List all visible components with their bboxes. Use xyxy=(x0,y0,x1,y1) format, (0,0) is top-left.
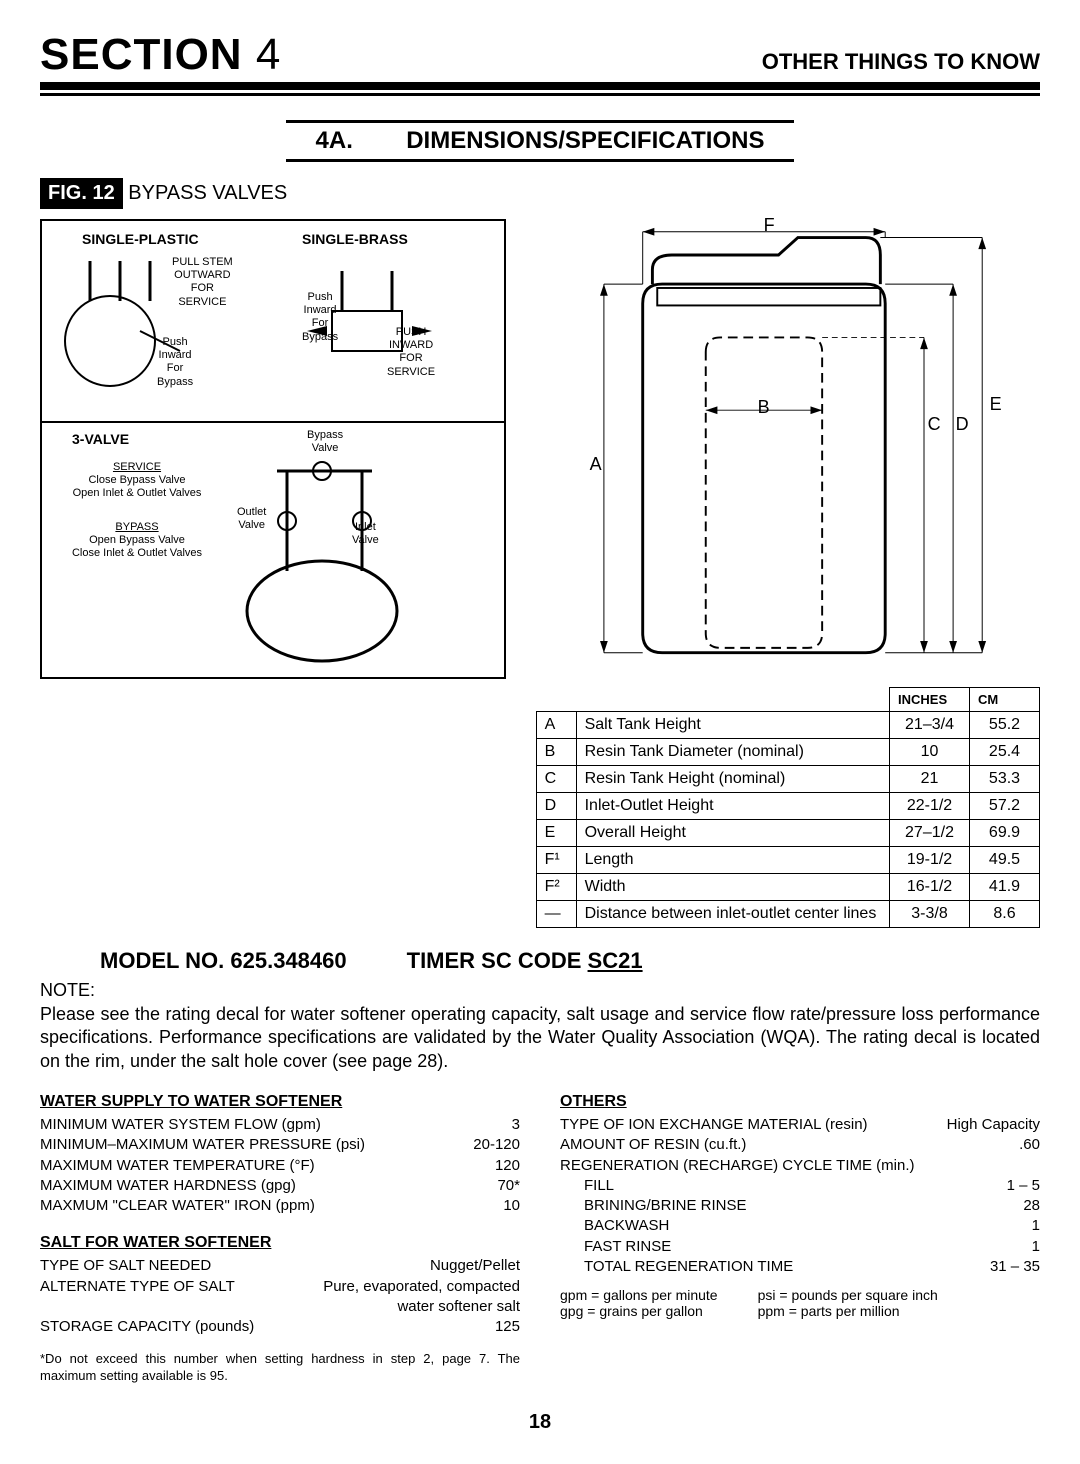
dim-letter-c: C xyxy=(928,414,941,435)
header-right-title: OTHER THINGS TO KNOW xyxy=(762,49,1040,75)
spec-line: AMOUNT OF RESIN (cu.ft.).60 xyxy=(560,1135,1040,1155)
water-supply-list: MINIMUM WATER SYSTEM FLOW (gpm)3MINIMUM–… xyxy=(40,1115,520,1216)
page-number: 18 xyxy=(40,1411,1040,1434)
model-info-row: MODEL NO. 625.348460 TIMER SC CODE SC21 xyxy=(40,948,1040,974)
figure-title: BYPASS VALVES xyxy=(128,182,287,204)
spec-line: TYPE OF SALT NEEDEDNugget/Pellet xyxy=(40,1256,520,1276)
page-header: SECTION 4 OTHER THINGS TO KNOW xyxy=(40,30,1040,90)
spec-line: TOTAL REGENERATION TIME31 – 35 xyxy=(560,1257,1040,1277)
spec-line: MAXMUM "CLEAR WATER" IRON (ppm)10 xyxy=(40,1196,520,1216)
others-list: TYPE OF ION EXCHANGE MATERIAL (resin)Hig… xyxy=(560,1115,1040,1277)
spec-line: ALTERNATE TYPE OF SALTPure, evaporated, … xyxy=(40,1277,520,1297)
note-heading: NOTE: xyxy=(40,980,1040,1001)
abbrev-gpm: gpm = gallons per minute xyxy=(560,1287,718,1303)
spec-line: BACKWASH1 xyxy=(560,1216,1040,1236)
spec-line: water softener salt xyxy=(40,1297,520,1317)
dim-letter-d: D xyxy=(956,414,969,435)
three-valve-icon xyxy=(222,441,472,671)
abbreviations: gpm = gallons per minute gpg = grains pe… xyxy=(560,1287,1040,1319)
single-plastic-icon xyxy=(50,251,280,411)
dim-letter-f: F xyxy=(764,215,775,236)
figure-number-box: FIG. 12 xyxy=(40,178,123,209)
hardness-footnote: *Do not exceed this number when setting … xyxy=(40,1351,520,1385)
three-valve-label: 3-VALVE xyxy=(72,431,129,447)
spec-line: TYPE OF ION EXCHANGE MATERIAL (resin)Hig… xyxy=(560,1115,1040,1135)
abbrev-psi: psi = pounds per square inch xyxy=(758,1287,938,1303)
salt-list: TYPE OF SALT NEEDEDNugget/PelletALTERNAT… xyxy=(40,1256,520,1337)
spec-line: MINIMUM–MAXIMUM WATER PRESSURE (psi)20-1… xyxy=(40,1135,520,1155)
subsection-header: 4A. DIMENSIONS/SPECIFICATIONS xyxy=(40,120,1040,162)
table-row: F¹Length19-1/249.5 xyxy=(536,847,1039,874)
table-row: BResin Tank Diameter (nominal)1025.4 xyxy=(536,739,1039,766)
abbrev-ppm: ppm = parts per million xyxy=(758,1303,938,1319)
model-number: MODEL NO. 625.348460 xyxy=(100,948,347,974)
note-body: Please see the rating decal for water so… xyxy=(40,1003,1040,1073)
table-row: EOverall Height27–1/269.9 xyxy=(536,820,1039,847)
timer-code: TIMER SC CODE SC21 xyxy=(407,948,643,974)
spec-line: FAST RINSE1 xyxy=(560,1237,1040,1257)
single-brass-icon xyxy=(292,251,492,411)
dim-letter-a: A xyxy=(590,454,602,475)
bypass-instructions: BYPASSOpen Bypass ValveClose Inlet & Out… xyxy=(52,521,222,561)
water-supply-heading: WATER SUPPLY TO WATER SOFTENER xyxy=(40,1093,520,1111)
service-instructions: SERVICEClose Bypass ValveOpen Inlet & Ou… xyxy=(52,461,222,501)
table-row: ASalt Tank Height21–3/455.2 xyxy=(536,712,1039,739)
dimensions-table: INCHES CM ASalt Tank Height21–3/455.2BRe… xyxy=(536,687,1040,928)
others-heading: OTHERS xyxy=(560,1093,1040,1111)
figure-label: FIG. 12 BYPASS VALVES xyxy=(40,178,1040,209)
spec-line: MINIMUM WATER SYSTEM FLOW (gpm)3 xyxy=(40,1115,520,1135)
table-row: CResin Tank Height (nominal)2153.3 xyxy=(536,766,1039,793)
salt-heading: SALT FOR WATER SOFTENER xyxy=(40,1234,520,1252)
table-row: —Distance between inlet-outlet center li… xyxy=(536,901,1039,928)
spec-line: BRINING/BRINE RINSE28 xyxy=(560,1196,1040,1216)
spec-line: FILL1 – 5 xyxy=(560,1176,1040,1196)
col-cm: CM xyxy=(970,688,1040,712)
dim-letter-b: B xyxy=(758,397,770,418)
table-row: F²Width16-1/241.9 xyxy=(536,874,1039,901)
section-title: SECTION 4 xyxy=(40,30,281,80)
single-brass-label: SINGLE-BRASS xyxy=(302,231,408,247)
spec-line: STORAGE CAPACITY (pounds)125 xyxy=(40,1317,520,1337)
bypass-valve-diagram: SINGLE-PLASTIC SINGLE-BRASS PULL STEM OU… xyxy=(40,219,506,679)
spec-line: REGENERATION (RECHARGE) CYCLE TIME (min.… xyxy=(560,1156,1040,1176)
spec-line: MAXIMUM WATER TEMPERATURE (°F)120 xyxy=(40,1156,520,1176)
single-plastic-label: SINGLE-PLASTIC xyxy=(82,231,199,247)
tank-dimensions-diagram: F B A C D E xyxy=(536,219,1040,679)
dim-letter-e: E xyxy=(990,394,1002,415)
abbrev-gpg: gpg = grains per gallon xyxy=(560,1303,718,1319)
col-inches: INCHES xyxy=(890,688,970,712)
table-row: DInlet-Outlet Height22-1/257.2 xyxy=(536,793,1039,820)
spec-line: MAXIMUM WATER HARDNESS (gpg)70* xyxy=(40,1176,520,1196)
